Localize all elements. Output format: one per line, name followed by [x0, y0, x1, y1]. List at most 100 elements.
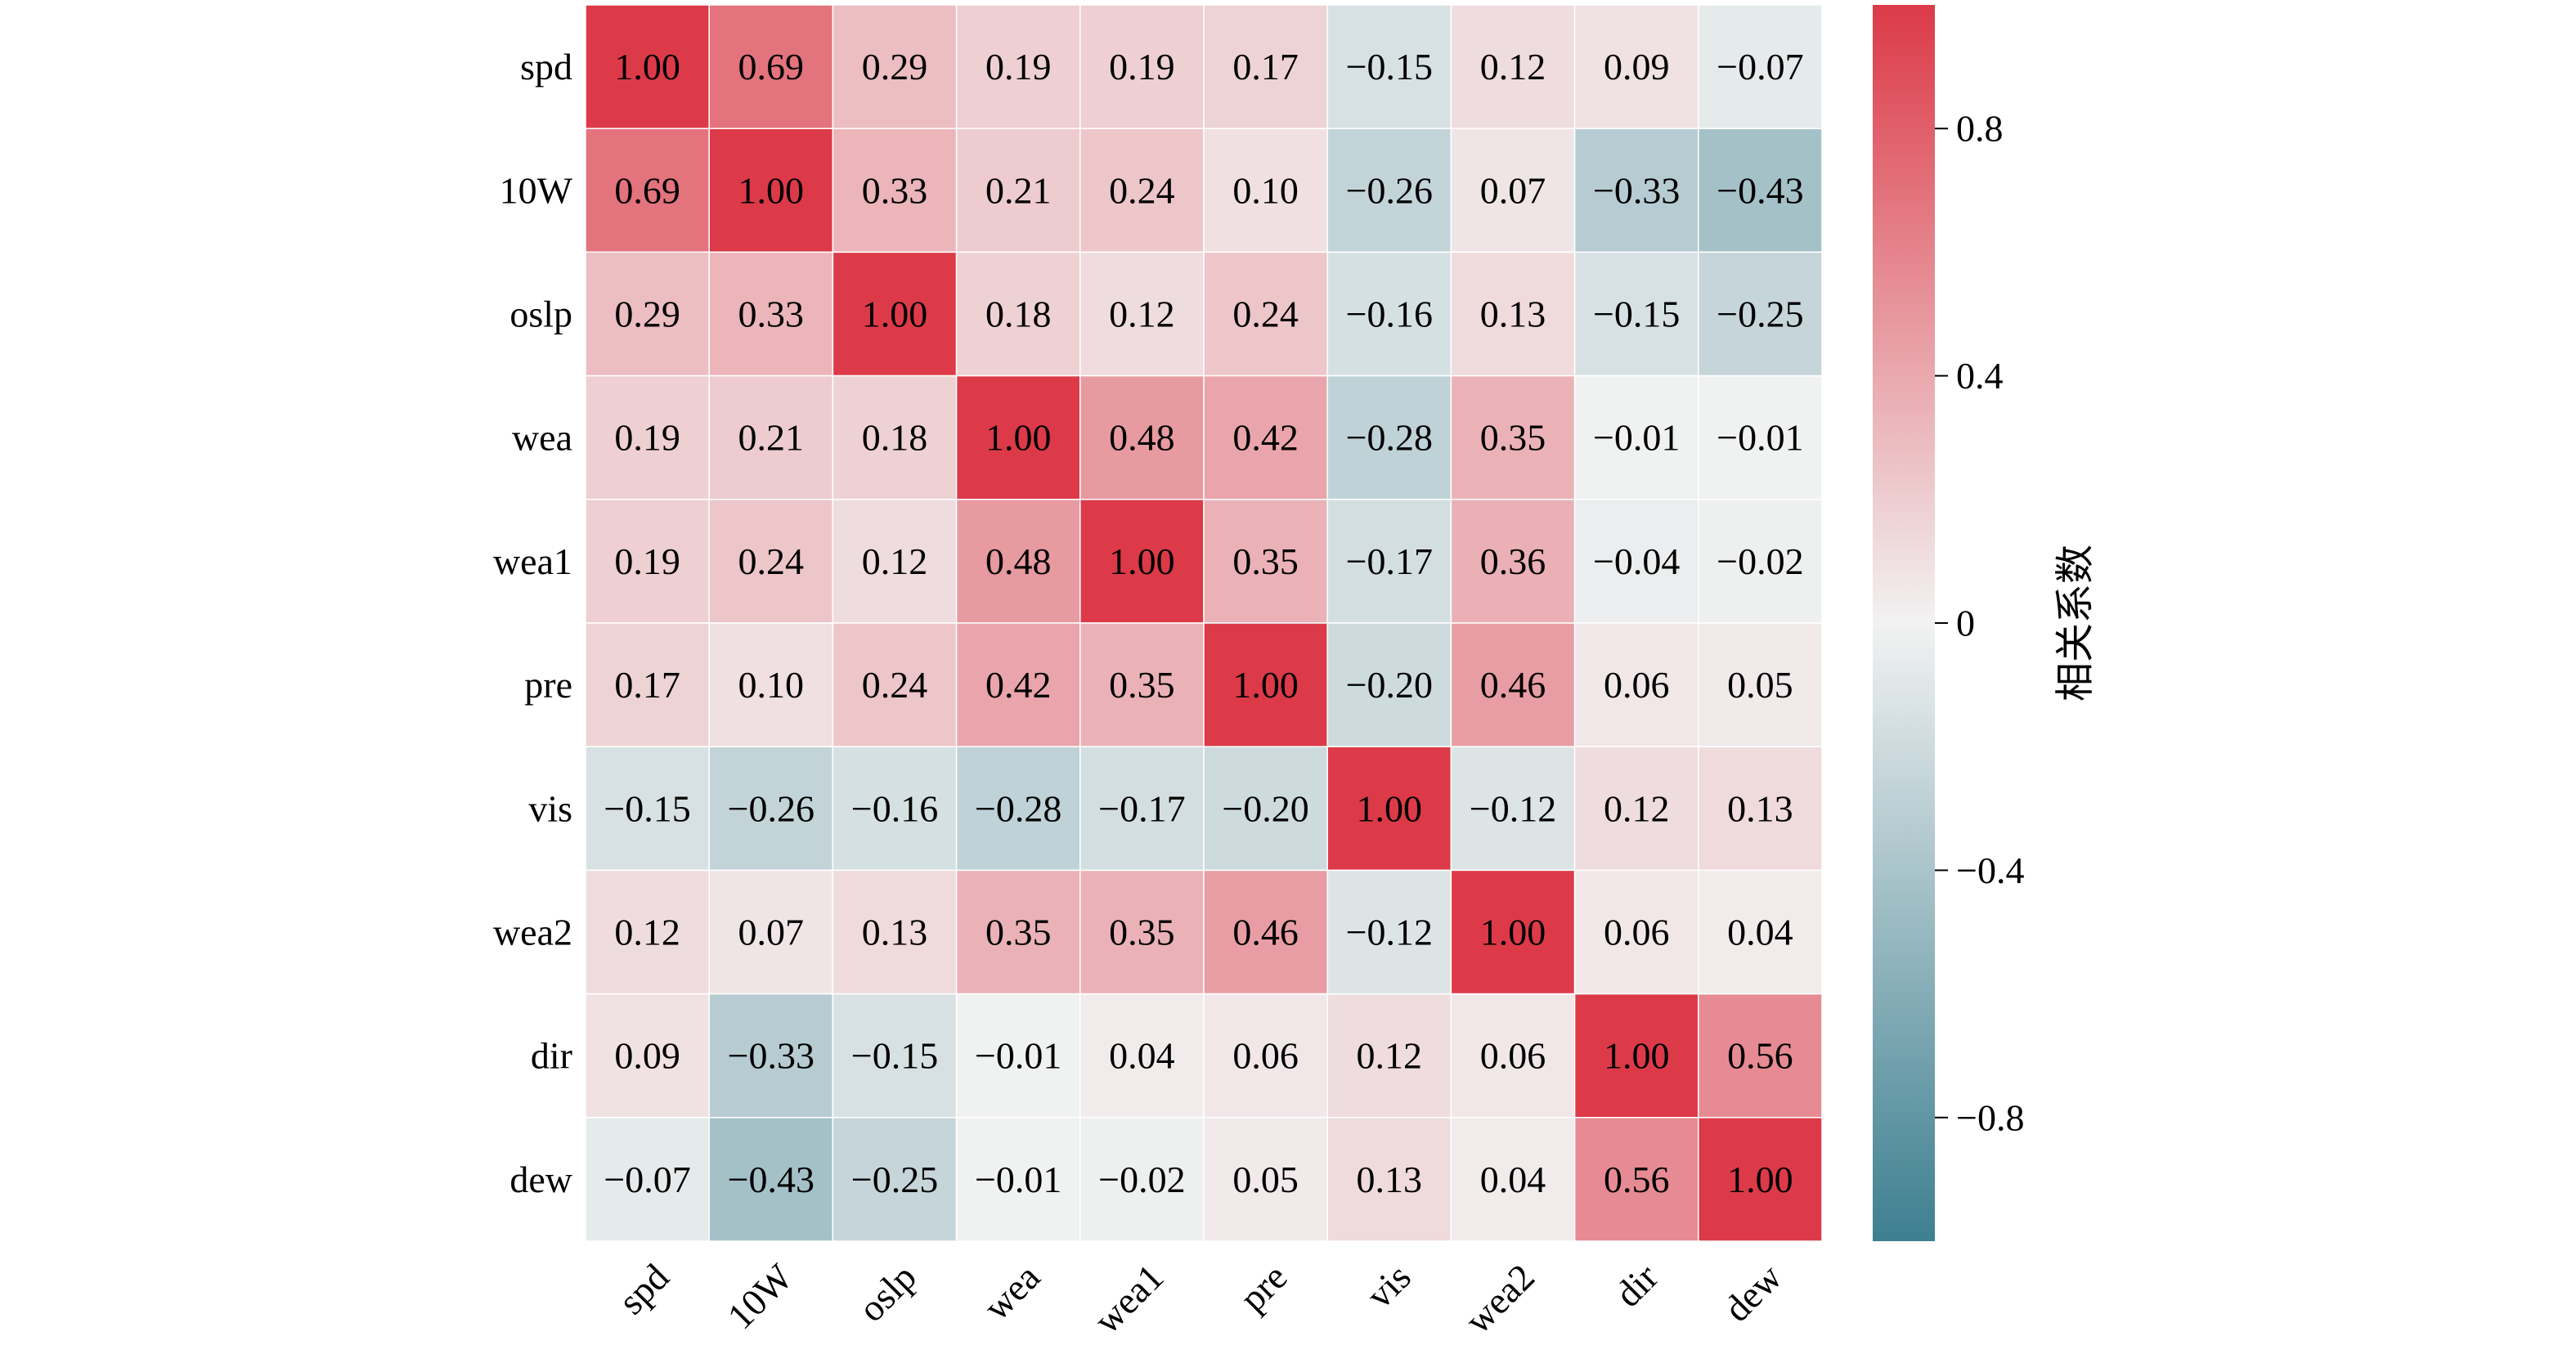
heatmap-cell-dew-10W [708, 1117, 834, 1242]
cell-value-pre-wea: 0.42 [985, 664, 1052, 706]
cell-value-wea1-wea2: 0.36 [1480, 540, 1546, 582]
x-axis-tick-labels: spd 10W oslp wea wea1 pre vis wea2 dir dew [610, 1255, 1790, 1341]
heatmap-cell-dir-10W [708, 993, 834, 1119]
cell-value-wea1-oslp: 0.12 [862, 540, 928, 582]
cell-value-wea-wea1: 0.48 [1109, 417, 1175, 459]
cell-value-wea1-dir: −0.04 [1593, 540, 1680, 582]
heatmap-cells [585, 4, 1823, 1242]
cell-value-wea-vis: −0.28 [1346, 417, 1433, 459]
y-tick-label-dir: dir [531, 1035, 572, 1077]
cell-value-spd-spd: 1.00 [614, 46, 680, 87]
cell-value-wea-dir: −0.01 [1593, 417, 1680, 459]
cell-value-wea-spd: 0.19 [614, 417, 680, 459]
cell-value-spd-wea: 0.19 [985, 46, 1052, 87]
cell-value-wea-pre: 0.42 [1232, 417, 1299, 459]
heatmap-cell-wea1-dir [1573, 499, 1699, 624]
heatmap-cell-vis-dir [1573, 746, 1699, 872]
x-tick-label-wea: wea [976, 1256, 1048, 1328]
heatmap-cell-10W-wea2 [1450, 128, 1576, 253]
heatmap-cell-dew-dir [1573, 1117, 1699, 1242]
cell-value-wea1-pre: 0.35 [1232, 540, 1299, 582]
x-tick-label-oslp: oslp [850, 1256, 924, 1329]
cell-value-wea2-dew: 0.04 [1727, 912, 1793, 953]
cell-value-pre-dew: 0.05 [1727, 664, 1793, 706]
heatmap-cell-10W-dew [1698, 128, 1823, 253]
heatmap-cell-spd-wea [955, 4, 1081, 129]
cell-value-wea1-wea: 0.48 [985, 540, 1052, 582]
heatmap-cell-wea1-oslp [832, 499, 958, 624]
heatmap-cell-wea-pre [1203, 374, 1328, 500]
y-axis-tick-labels: spd 10W oslp wea wea1 pre vis wea2 dir dew [493, 46, 573, 1200]
cell-value-oslp-wea1: 0.12 [1109, 294, 1175, 335]
heatmap-cell-pre-spd [585, 622, 710, 747]
cell-value-wea2-wea: 0.35 [985, 912, 1052, 953]
cell-value-wea2-wea1: 0.35 [1109, 912, 1175, 953]
heatmap-cell-oslp-dew [1698, 251, 1823, 377]
heatmap-cell-vis-vis [1326, 746, 1452, 872]
heatmap-cell-wea1-wea2 [1450, 499, 1576, 624]
heatmap-cell-wea2-wea2 [1450, 869, 1576, 995]
cell-value-spd-wea1: 0.19 [1109, 46, 1175, 87]
cell-value-dew-oslp: −0.25 [851, 1159, 938, 1200]
cell-value-dir-vis: 0.12 [1357, 1035, 1423, 1077]
cell-value-pre-spd: 0.17 [614, 664, 680, 706]
cell-value-dew-spd: −0.07 [604, 1159, 690, 1200]
x-tick-label-spd: spd [610, 1256, 676, 1322]
cell-value-oslp-dew: −0.25 [1717, 294, 1803, 335]
cell-value-wea2-pre: 0.46 [1232, 912, 1299, 953]
cell-value-dir-dew: 0.56 [1727, 1035, 1793, 1077]
cell-value-vis-oslp: −0.16 [851, 787, 938, 829]
heatmap-cell-vis-wea [955, 746, 1081, 872]
heatmap-cell-wea2-wea1 [1079, 869, 1205, 995]
cell-value-dew-vis: 0.13 [1357, 1159, 1423, 1200]
heatmap-cell-dew-pre [1203, 1117, 1328, 1242]
cell-value-wea1-dew: −0.02 [1717, 540, 1803, 582]
colorbar-ticks: 0.8 0.4 0 −0.4 −0.8 [1935, 108, 2024, 1138]
heatmap-cell-spd-pre [1203, 4, 1328, 129]
cell-value-dew-wea1: −0.02 [1098, 1159, 1185, 1200]
x-tick-label-wea2: wea2 [1456, 1256, 1542, 1342]
colorbar-tick-label: 0.8 [1956, 108, 2004, 150]
y-tick-label-wea: wea [512, 417, 572, 459]
heatmap-cell-spd-dew [1698, 4, 1823, 129]
y-tick-label-wea1: wea1 [493, 540, 572, 582]
heatmap-cell-10W-vis [1326, 128, 1452, 253]
y-tick-label-oslp: oslp [509, 294, 572, 335]
heatmap-cell-vis-dew [1698, 746, 1823, 872]
cell-value-wea2-vis: −0.12 [1346, 912, 1433, 953]
cell-value-vis-dew: 0.13 [1727, 787, 1793, 829]
cell-value-wea2-wea2: 1.00 [1480, 912, 1546, 953]
y-tick-label-10W: 10W [500, 169, 573, 211]
x-tick-label-vis: vis [1358, 1256, 1419, 1316]
cell-value-vis-10W: −0.26 [728, 787, 815, 829]
cell-value-pre-wea1: 0.35 [1109, 664, 1175, 706]
heatmap-cell-oslp-10W [708, 251, 834, 377]
cell-value-oslp-vis: −0.16 [1346, 294, 1433, 335]
cell-value-10W-spd: 0.69 [614, 169, 680, 211]
heatmap-cell-pre-pre [1203, 622, 1328, 747]
cell-value-dir-wea1: 0.04 [1109, 1035, 1175, 1077]
cell-value-vis-dir: 0.12 [1604, 787, 1670, 829]
colorbar-tick-label: −0.4 [1956, 850, 2024, 891]
heatmap-cell-spd-wea1 [1079, 4, 1205, 129]
heatmap-cell-wea1-dew [1698, 499, 1823, 624]
y-tick-label-spd: spd [520, 46, 572, 87]
heatmap-cell-pre-oslp [832, 622, 958, 747]
heatmap-cell-dew-spd [585, 1117, 710, 1242]
heatmap-cell-dir-wea [955, 993, 1081, 1119]
cell-value-wea1-vis: −0.17 [1346, 540, 1433, 582]
heatmap-cell-dew-oslp [832, 1117, 958, 1242]
cell-value-vis-wea2: −0.12 [1470, 787, 1556, 829]
heatmap-cell-wea-vis [1326, 374, 1452, 500]
cell-value-dew-pre: 0.05 [1232, 1159, 1299, 1200]
cell-value-spd-oslp: 0.29 [862, 46, 928, 87]
heatmap-cell-wea1-10W [708, 499, 834, 624]
colorbar-tick-label: 0.4 [1956, 355, 2004, 397]
heatmap-cell-wea2-dew [1698, 869, 1823, 995]
cell-value-dir-wea: −0.01 [975, 1035, 1061, 1077]
cell-value-pre-wea2: 0.46 [1480, 664, 1546, 706]
x-tick-label-wea1: wea1 [1086, 1256, 1172, 1342]
heatmap-cell-pre-vis [1326, 622, 1452, 747]
cell-value-wea2-oslp: 0.13 [862, 912, 928, 953]
heatmap-cell-dir-dew [1698, 993, 1823, 1119]
